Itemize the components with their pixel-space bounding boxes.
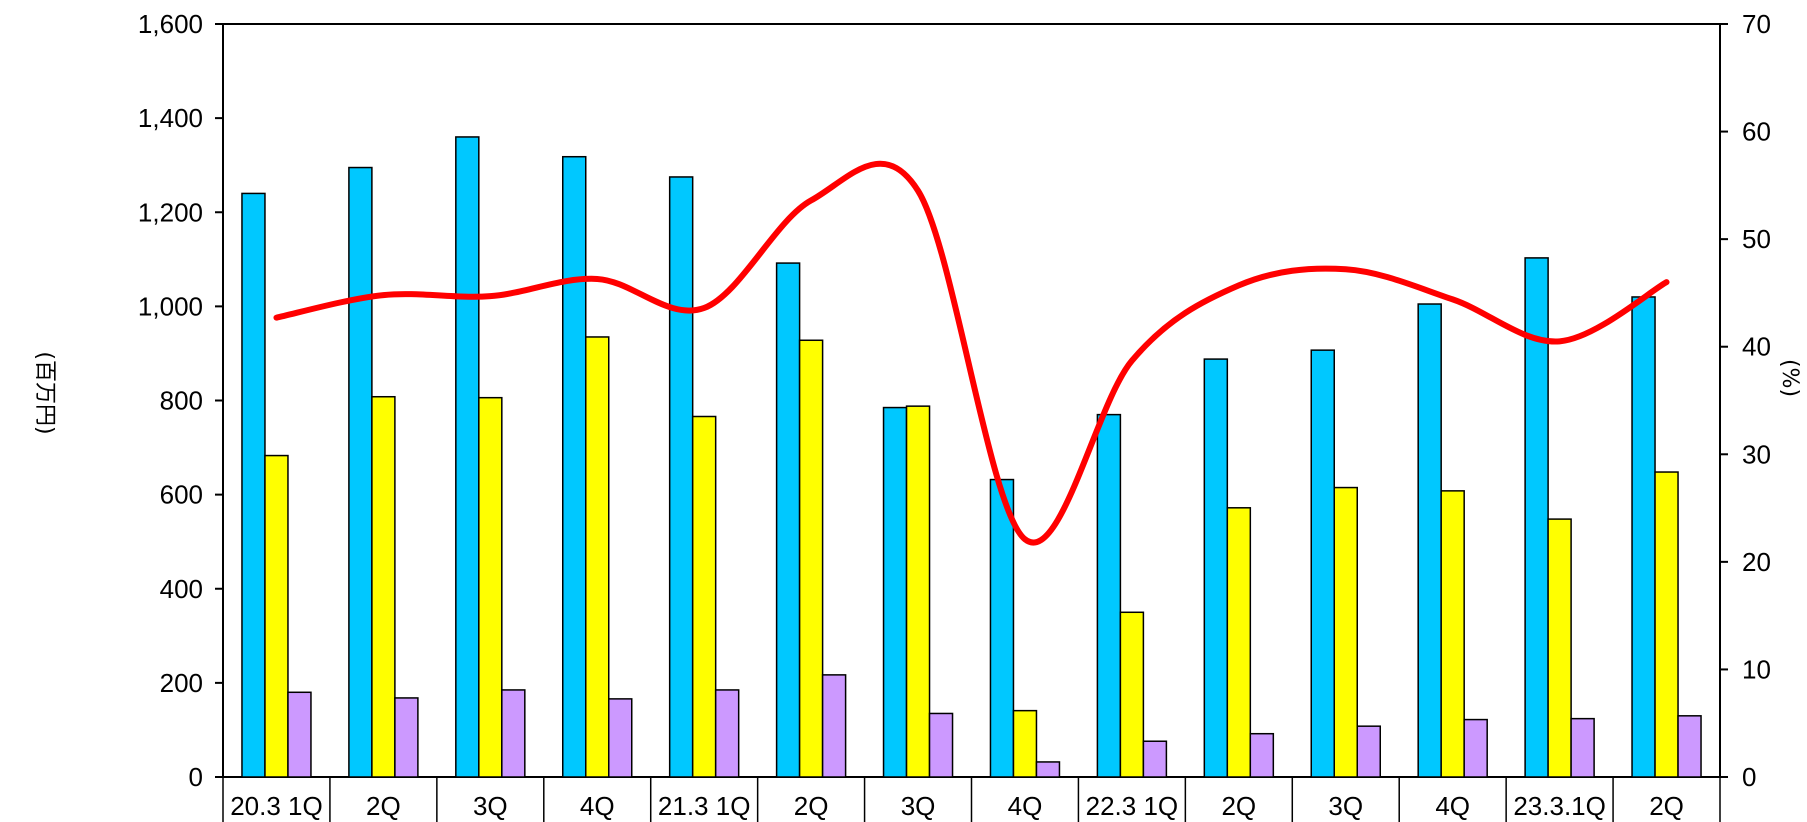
bar (241, 192, 266, 778)
bar (1035, 761, 1061, 778)
bar (905, 405, 931, 778)
y2-tick-label: 40 (1742, 332, 1771, 362)
bar (1463, 718, 1488, 778)
x-tick-label: 3Q (473, 791, 508, 821)
x-tick-label: 2Q (366, 791, 401, 821)
y2-tick-label: 30 (1742, 439, 1771, 469)
bar (882, 406, 908, 778)
x-tick-label: 22.3 1Q (1086, 791, 1179, 821)
y2-tick-label: 50 (1742, 224, 1771, 254)
bar (928, 712, 954, 778)
bar (1012, 709, 1038, 778)
y2-tick-label: 20 (1742, 547, 1771, 577)
x-tick-label: 4Q (1435, 791, 1470, 821)
y-tick-label: 200 (160, 668, 203, 698)
y2-tick-label: 70 (1742, 9, 1771, 39)
bar (348, 166, 373, 778)
x-tick-label: 4Q (580, 791, 615, 821)
x-tick-label: 2Q (1649, 791, 1684, 821)
x-tick-label: 21.3 1Q (658, 791, 751, 821)
y-axis-title: (百万円) (32, 351, 57, 434)
bar (1226, 507, 1252, 778)
bar (1142, 740, 1168, 778)
bar (287, 691, 312, 778)
y2-tick-label: 10 (1742, 654, 1771, 684)
x-tick-label: 23.3.1Q (1513, 791, 1606, 821)
bar (1654, 471, 1679, 778)
bar (1203, 358, 1229, 778)
bar (798, 339, 824, 778)
bar (775, 262, 801, 778)
bar (989, 478, 1015, 778)
y-tick-label: 1,400 (138, 103, 203, 133)
bar (608, 698, 633, 778)
y-tick-label: 1,200 (138, 197, 203, 227)
bar (1356, 725, 1381, 778)
y-tick-label: 0 (189, 762, 203, 792)
y-tick-label: 800 (160, 386, 203, 416)
x-tick-label: 4Q (1008, 791, 1043, 821)
x-tick-label: 2Q (1221, 791, 1256, 821)
bar (821, 674, 847, 778)
bar (1440, 490, 1465, 778)
bar (1570, 717, 1595, 778)
y2-tick-label: 0 (1742, 762, 1756, 792)
bar (562, 155, 587, 778)
bar (668, 176, 694, 778)
bar (1524, 257, 1549, 778)
y2-axis-title: (%) (1777, 359, 1802, 397)
y-tick-label: 1,600 (138, 9, 203, 39)
bar (501, 689, 526, 778)
x-tick-label: 2Q (794, 791, 829, 821)
bar (1677, 715, 1702, 778)
bar (264, 454, 289, 778)
bar (478, 396, 503, 778)
y-tick-label: 1,000 (138, 291, 203, 321)
bar (1119, 611, 1145, 778)
bar (585, 336, 610, 778)
y-tick-label: 600 (160, 480, 203, 510)
bar (1547, 518, 1572, 778)
bar (1310, 349, 1335, 778)
bar (714, 689, 740, 778)
x-tick-label: 20.3 1Q (230, 791, 323, 821)
bar (1249, 732, 1275, 778)
y2-tick-label: 60 (1742, 117, 1771, 147)
bar (1417, 303, 1442, 778)
bar (1631, 296, 1656, 778)
x-tick-label: 3Q (1328, 791, 1363, 821)
plot-frame (222, 23, 1721, 778)
x-tick-label: 3Q (901, 791, 936, 821)
bar (371, 395, 396, 778)
bar (691, 415, 717, 778)
y-tick-label: 400 (160, 574, 203, 604)
bar (1333, 486, 1358, 778)
bar (455, 136, 480, 778)
ratio-line (273, 160, 1670, 546)
plot-layer: 0 200 400 600 800 1,000 1,200 1,400 1,600 0 10 20 30… (138, 9, 1771, 822)
bar (1096, 413, 1122, 778)
bar (394, 697, 419, 778)
